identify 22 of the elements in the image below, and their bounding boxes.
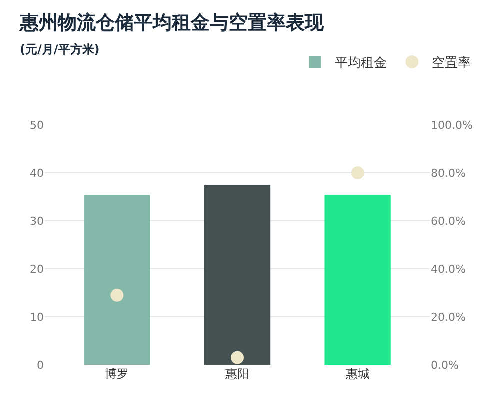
x-tick-label: 惠城 [344, 367, 370, 381]
y-tick-label: 30 [30, 214, 44, 228]
chart-title: 惠州物流仓储平均租金与空置率表现 [19, 12, 325, 34]
y2-tick-label: 0.0% [431, 358, 459, 372]
chart-subtitle: (元/月/平方米) [20, 42, 100, 56]
y-tick-label: 40 [30, 166, 44, 180]
y-tick-label: 50 [30, 118, 44, 132]
y-tick-label: 0 [37, 358, 44, 372]
point [231, 351, 244, 364]
legend-label: 平均租金 [335, 56, 388, 72]
y2-tick-label: 40.0% [431, 262, 466, 276]
legend-label: 空置率 [432, 55, 472, 72]
point [351, 166, 364, 180]
x-tick-label: 惠阳 [224, 367, 250, 381]
y2-tick-label: 100.0% [431, 118, 473, 132]
y-tick-label: 20 [30, 262, 44, 276]
y2-tick-label: 80.0% [431, 166, 466, 180]
y-tick-label: 10 [30, 310, 44, 324]
x-tick-label: 博罗 [105, 367, 130, 381]
point [110, 288, 124, 302]
y2-tick-label: 60.0% [431, 214, 466, 228]
y2-tick-label: 20.0% [431, 310, 466, 324]
